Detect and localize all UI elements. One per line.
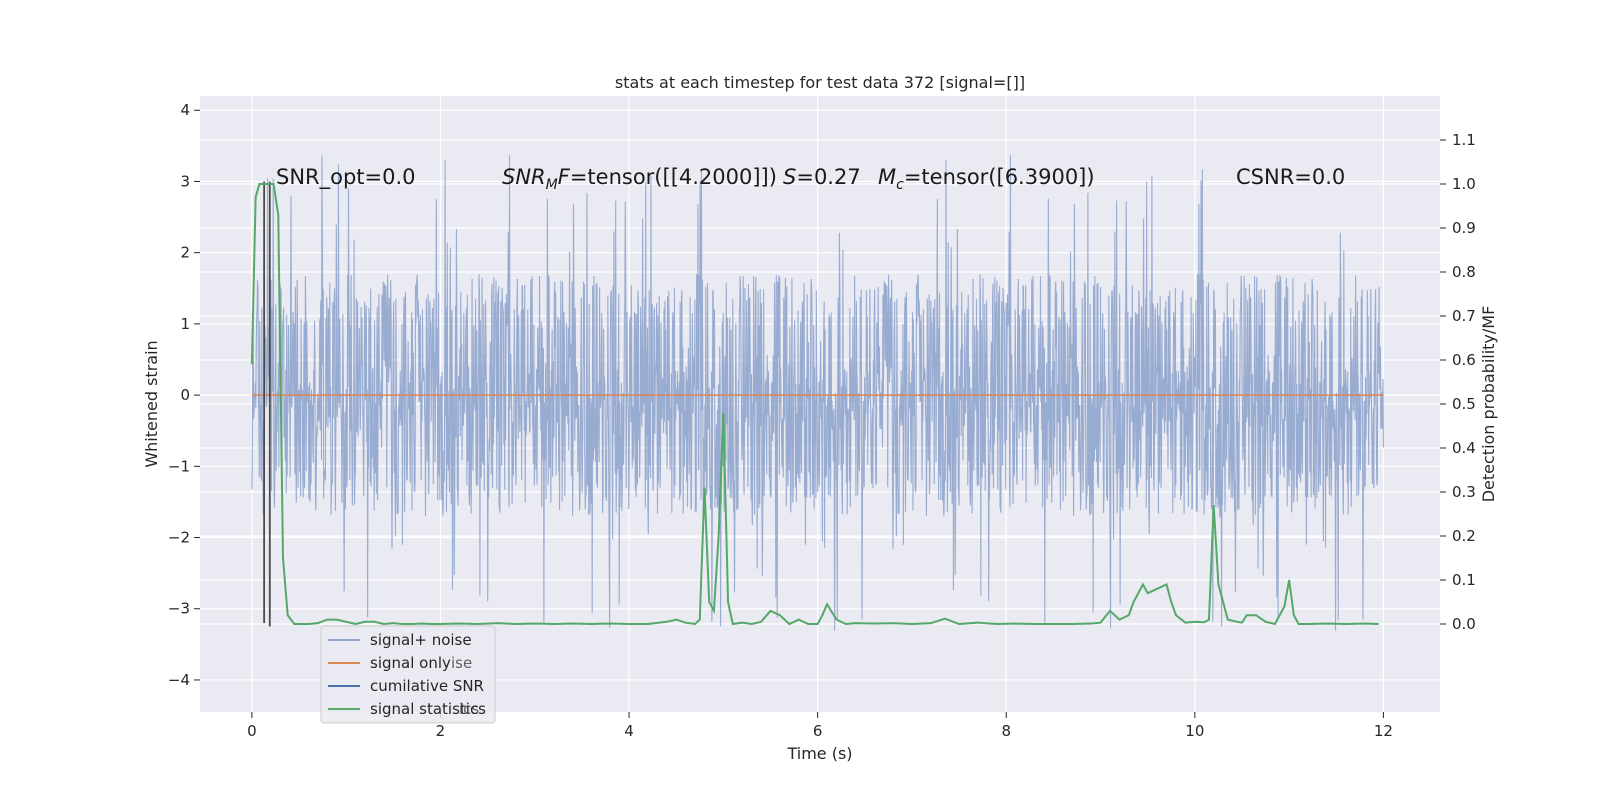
mc-subscript: c [896,177,904,193]
y-tick-label: 4 [180,101,190,119]
legend-label-signal-only: signal only [370,654,451,672]
y2-tick-label: 0.9 [1452,219,1476,237]
axis-ticks: −4−3−2−1012340.00.10.20.30.40.50.60.70.8… [168,101,1476,740]
annotation-snr-mf: SNRMF=tensor([[4.2000]]) [502,165,777,193]
x-tick-label: 4 [624,722,634,740]
annotation-s: S=0.27 [783,165,861,189]
y2-tick-label: 0.0 [1452,615,1476,633]
legend-label-signal-statistics: signal statistics [370,700,486,718]
legend-label-cumulative-snr: cumilative SNR [370,677,484,695]
y2-tick-label: 0.5 [1452,395,1476,413]
legend-ghost-text-1: ise [451,654,472,672]
signal-statistics-group [250,183,1379,626]
snr-mf-value: =tensor([[4.2000]]) [570,165,777,189]
x-axis-label: Time (s) [786,744,852,763]
y-tick-label: 3 [180,172,190,190]
snr-mf-symbol: SNR [502,165,546,189]
y2-tick-label: 0.2 [1452,527,1476,545]
legend-ghost-text-2: ics [459,700,479,718]
y2-tick-label: 0.7 [1452,307,1476,325]
y-tick-label: 0 [180,386,190,404]
annotation-csnr: CSNR=0.0 [1236,165,1345,189]
mc-symbol: M [878,165,896,189]
marker-lines [263,181,271,627]
x-tick-label: 8 [1001,722,1011,740]
signal-statistics-line [250,183,1379,626]
y2-tick-label: 1.0 [1452,175,1476,193]
y2-tick-label: 0.4 [1452,439,1476,457]
y2-axis-label: Detection probability/MF [1479,306,1498,503]
y-tick-label: 2 [180,244,190,262]
legend-label-signal-noise: signal+ noise [370,631,472,649]
signal-noise-line [251,155,1384,631]
y2-tick-label: 0.3 [1452,483,1476,501]
s-symbol: S [783,165,796,189]
x-tick-label: 2 [436,722,446,740]
x-tick-label: 12 [1374,722,1393,740]
x-tick-label: 0 [247,722,257,740]
annotation-snr-opt: SNR_opt=0.0 [276,165,416,190]
y2-tick-label: 0.8 [1452,263,1476,281]
y2-tick-label: 0.6 [1452,351,1476,369]
y-tick-label: −3 [168,600,190,618]
y-axis-label: Whitened strain [142,340,161,467]
mc-value: =tensor([6.3900]) [904,165,1095,189]
legend-frame [320,625,496,724]
legend: ise ics signal+ noise signal only cumila… [320,625,496,724]
x-tick-label: 10 [1185,722,1204,740]
y2-tick-label: 0.1 [1452,571,1476,589]
y-tick-label: 1 [180,315,190,333]
y2-tick-label: 1.1 [1452,131,1476,149]
y-tick-label: −4 [168,671,190,689]
y-tick-label: −1 [168,457,190,475]
y-tick-label: −2 [168,529,190,547]
snr-mf-subscript: M [546,177,558,193]
chart-title: stats at each timestep for test data 372… [615,73,1025,92]
s-value: =0.27 [796,165,860,189]
x-tick-label: 6 [813,722,823,740]
snr-mf-symbol-f: F [558,165,571,189]
signal-noise-trace [251,155,1384,631]
annotation-mc: Mc=tensor([6.3900]) [878,165,1095,193]
